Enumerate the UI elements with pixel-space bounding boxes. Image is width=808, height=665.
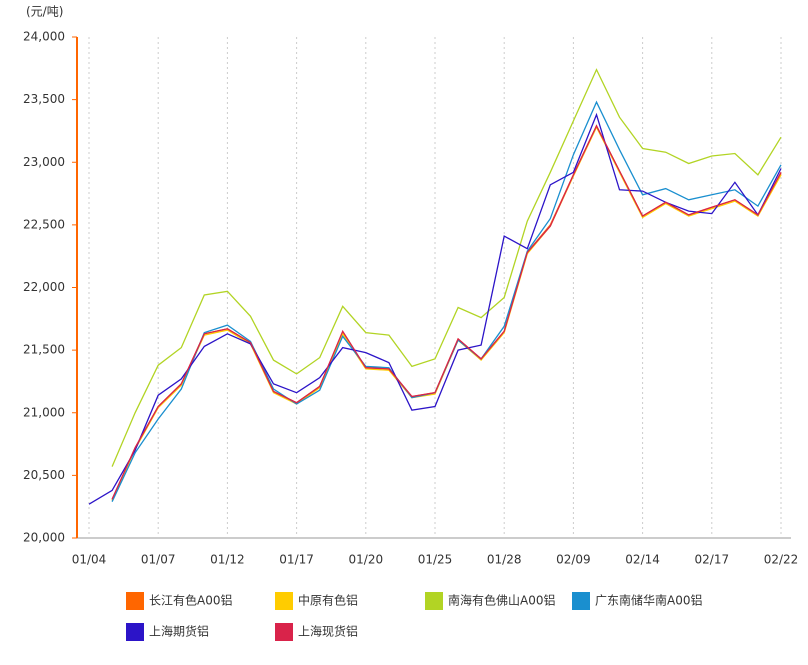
series-line [111,68,782,467]
legend-swatch [275,623,293,641]
legend-swatch [126,592,144,610]
legend-swatch [126,623,144,641]
x-tick-label: 02/09 [556,553,591,567]
series-line [111,125,782,501]
legend-swatch [572,592,590,610]
x-tick-label: 01/04 [72,553,107,567]
x-tick-label: 01/28 [487,553,522,567]
legend-label: 上海期货铝 [149,624,209,639]
x-tick-label: 02/17 [695,553,730,567]
legend-label: 南海有色佛山A00铝 [448,593,555,608]
legend-label: 长江有色A00铝 [149,593,232,608]
y-tick-label: 21,000 [23,405,65,419]
series-line [111,100,782,502]
legend-label: 中原有色铝 [298,593,358,608]
x-tick-label: 01/25 [418,553,453,567]
legend-swatch [275,592,293,610]
y-tick-label: 20,000 [23,531,65,545]
legend-label: 上海现货铝 [298,624,358,639]
legend-label: 广东南储华南A00铝 [595,593,702,608]
x-tick-label: 02/14 [625,553,660,567]
y-tick-label: 24,000 [23,30,65,44]
x-tick-label: 01/20 [349,553,384,567]
legend-swatch [425,592,443,610]
y-tick-label: 21,500 [23,343,65,357]
y-tick-label: 23,500 [23,92,65,106]
y-tick-label: 23,000 [23,155,65,169]
y-axis-unit: (元/吨) [26,5,63,19]
y-tick-label: 22,000 [23,280,65,294]
x-tick-label: 01/07 [141,553,176,567]
y-tick-label: 22,500 [23,217,65,231]
series-line [111,124,782,501]
x-tick-label: 01/12 [210,553,245,567]
series-line [111,124,782,500]
x-tick-label: 02/22 [764,553,799,567]
x-tick-label: 01/17 [279,553,314,567]
y-tick-label: 20,500 [23,468,65,482]
